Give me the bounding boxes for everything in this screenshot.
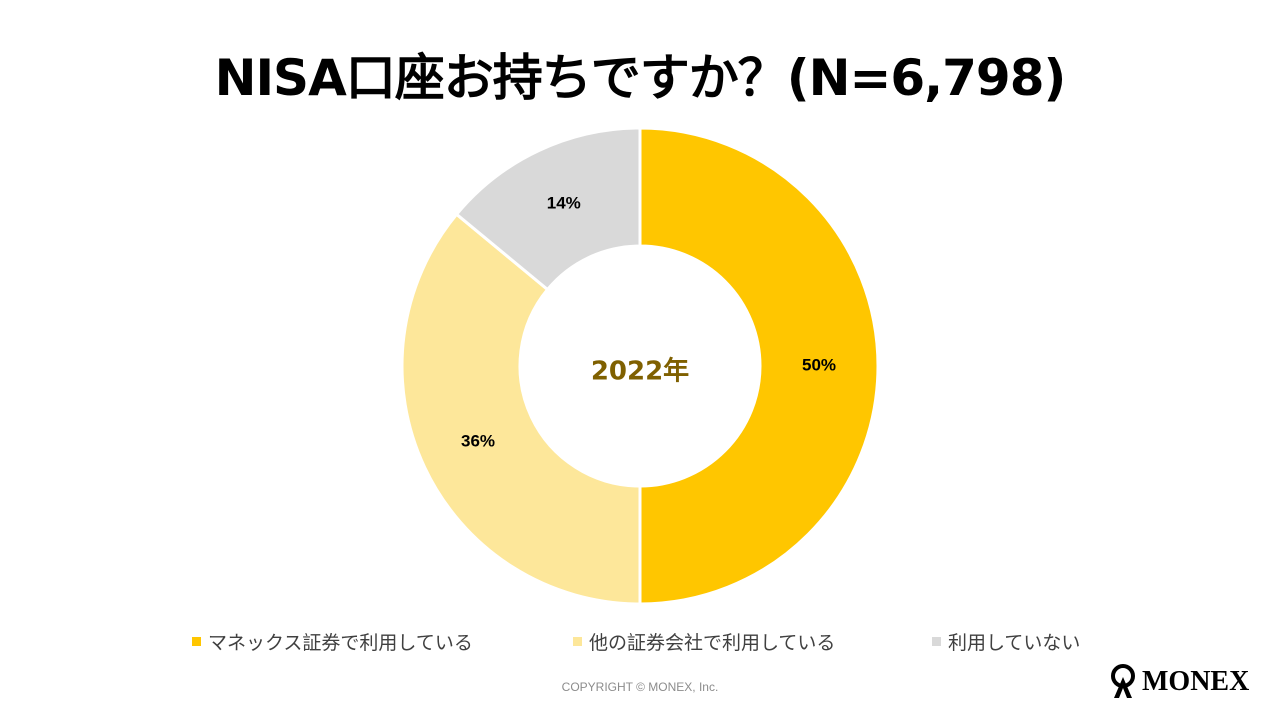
slice-monex bbox=[638, 126, 880, 606]
legend-swatch bbox=[573, 637, 582, 646]
legend-item-not-using: 利用していない bbox=[932, 628, 1080, 655]
data-label: 36% bbox=[461, 432, 495, 451]
chart-title: NISA口座お持ちですか？(N=6,798) bbox=[214, 49, 1067, 107]
monex-logo-icon bbox=[1111, 664, 1135, 698]
slice-not-using bbox=[454, 126, 642, 292]
monex-logo: MONEX bbox=[1108, 664, 1249, 700]
monex-logo-text: MONEX bbox=[1142, 666, 1250, 697]
copyright-text: COPYRIGHT © MONEX, Inc. bbox=[561, 680, 719, 694]
data-label: 14% bbox=[547, 194, 581, 213]
legend-item-monex: マネックス証券で利用している bbox=[192, 628, 473, 655]
center-label: 2022年 bbox=[591, 356, 689, 387]
legend-item-other-broker: 他の証券会社で利用している bbox=[573, 628, 835, 655]
legend-label: 他の証券会社で利用している bbox=[589, 632, 836, 654]
chart-legend: マネックス証券で利用している 他の証券会社で利用している 利用していない bbox=[0, 628, 1280, 658]
legend-swatch bbox=[192, 637, 201, 646]
legend-swatch bbox=[932, 637, 941, 646]
legend-label: マネックス証券で利用している bbox=[208, 632, 473, 654]
legend-label: 利用していない bbox=[948, 632, 1081, 654]
data-label: 50% bbox=[802, 355, 836, 374]
slice-other-broker bbox=[400, 212, 642, 606]
